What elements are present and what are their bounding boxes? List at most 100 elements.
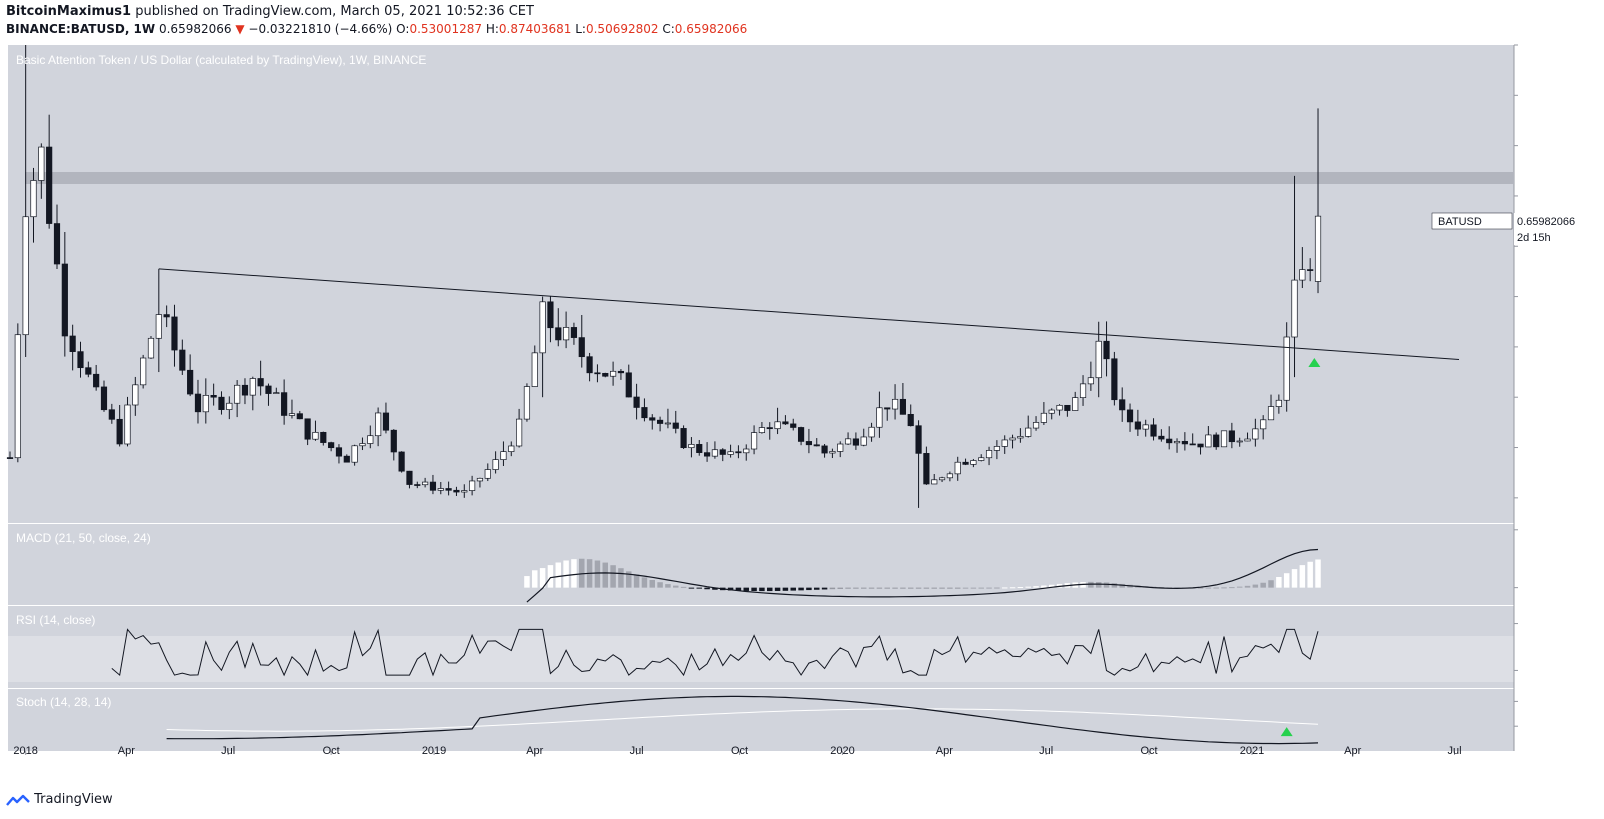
candle-body (680, 428, 687, 449)
macd-tick-label: 0.00000000 (1521, 583, 1579, 595)
macd-histogram-bar (571, 559, 577, 588)
candle-body (1025, 427, 1032, 437)
candle-body (304, 418, 311, 440)
candle-body (108, 409, 115, 420)
candle-body (461, 490, 468, 493)
time-tick-label: Jul (1447, 745, 1461, 757)
candle-body (946, 473, 953, 479)
time-tick-label: Apr (936, 745, 953, 757)
footer: TradingView (6, 792, 113, 807)
macd-histogram-bar (1283, 573, 1290, 588)
macd-histogram-bar (821, 587, 828, 590)
candle-body (727, 451, 734, 455)
stoch-panel-bg (8, 689, 1514, 751)
candle-body (484, 469, 491, 479)
candle-body (594, 372, 601, 375)
high-label: H: (485, 22, 499, 36)
candle-body (563, 327, 570, 341)
candle-body (625, 372, 632, 398)
candle-body (445, 488, 452, 491)
candle-body (265, 385, 272, 394)
candle-body (359, 443, 366, 447)
last-price-label: BATUSD 0.65982066 2d 15h (1431, 212, 1575, 245)
candle-body (970, 460, 977, 465)
stoch-tick-label: 80.00 (1521, 696, 1549, 708)
candle-body (547, 301, 554, 329)
candle-body (241, 384, 249, 396)
low-value: 0.50692802 (585, 22, 659, 36)
candle-body (1111, 358, 1118, 401)
open-label: O: (396, 22, 410, 36)
macd-histogram-bar (680, 586, 687, 588)
candle-body (938, 477, 946, 481)
macd-histogram-bar (892, 587, 898, 589)
stoch-k-line (166, 695, 1319, 745)
author-name[interactable]: BitcoinMaximus1 (6, 4, 132, 19)
down-triangle-icon: ▼ (235, 22, 245, 36)
candle-body (100, 386, 108, 411)
candle-body (868, 426, 875, 438)
candle-body (1244, 438, 1251, 442)
candle-body (492, 459, 499, 470)
candle-body (672, 422, 679, 429)
candle-body (281, 392, 288, 416)
macd-histogram-bar (657, 582, 663, 588)
price-candles (6, 45, 1322, 508)
candle-body (140, 357, 147, 386)
macd-histogram-bar (1221, 587, 1227, 589)
candle-body (30, 180, 37, 218)
macd-histogram-bar (1009, 587, 1016, 589)
candle-body (664, 422, 672, 425)
candle-body (14, 334, 21, 459)
macd-histogram-bar (1205, 587, 1212, 589)
macd-histogram-bar (532, 570, 538, 588)
candle-body (437, 488, 444, 491)
macd-histogram-bar (524, 576, 530, 588)
candle-body (1087, 377, 1094, 385)
candle-body (1048, 409, 1055, 414)
ohlc-line: BINANCE:BATUSD, 1W 0.65982066 ▼ −0.03221… (6, 22, 747, 36)
candle-body (500, 451, 507, 460)
breakout-marker-icon (1308, 357, 1321, 367)
macd-histogram-bar (1213, 587, 1219, 589)
candle-body (249, 378, 256, 396)
publication-line: BitcoinMaximus1 published on TradingView… (6, 4, 534, 19)
candle-body (187, 369, 194, 395)
macd-histogram-bar (884, 587, 890, 589)
candle-body (641, 407, 648, 419)
rsi-tick-label: 80.00 (1521, 619, 1549, 631)
macd-histogram-bar (1260, 582, 1266, 588)
macd-axis-ticks: 0.10000000 0.00000000 (1514, 525, 1579, 595)
symbol-label: BINANCE:BATUSD, 1W (6, 22, 156, 36)
candle-body (719, 449, 726, 455)
macd-histogram-bar (539, 568, 546, 588)
candle-body (758, 427, 766, 434)
candle-body (891, 398, 899, 410)
candle-body (1056, 404, 1063, 411)
candle-body (1134, 421, 1141, 430)
price-change: −0.03221810 (−4.66%) (248, 22, 393, 36)
time-tick-label: 2020 (830, 745, 854, 757)
macd-histogram-bar (727, 587, 734, 591)
candle-body (1181, 441, 1188, 445)
candle-body (978, 457, 985, 461)
macd-histogram-bar (939, 587, 945, 589)
macd-histogram-bar (626, 571, 632, 588)
candle-body (813, 444, 820, 447)
macd-histogram-bar (915, 587, 922, 589)
stoch-cross-marker-icon (1280, 727, 1293, 737)
candle-body (398, 451, 405, 472)
rsi-band (8, 636, 1514, 682)
candle-body (163, 314, 170, 318)
candle-body (844, 438, 852, 445)
candle-body (320, 431, 327, 443)
candle-body (171, 316, 178, 351)
footer-brand[interactable]: TradingView (34, 792, 113, 807)
macd-histogram-bar (696, 587, 702, 589)
candle-body (1064, 404, 1071, 411)
macd-histogram-bar (618, 568, 624, 588)
macd-histogram-bar (712, 587, 718, 590)
time-axis-ticks: 2018 Apr Jul Oct 2019 Apr Jul Oct 2020 Apr Jul Oct 2… (13, 745, 1461, 757)
candle-body (1307, 269, 1314, 271)
